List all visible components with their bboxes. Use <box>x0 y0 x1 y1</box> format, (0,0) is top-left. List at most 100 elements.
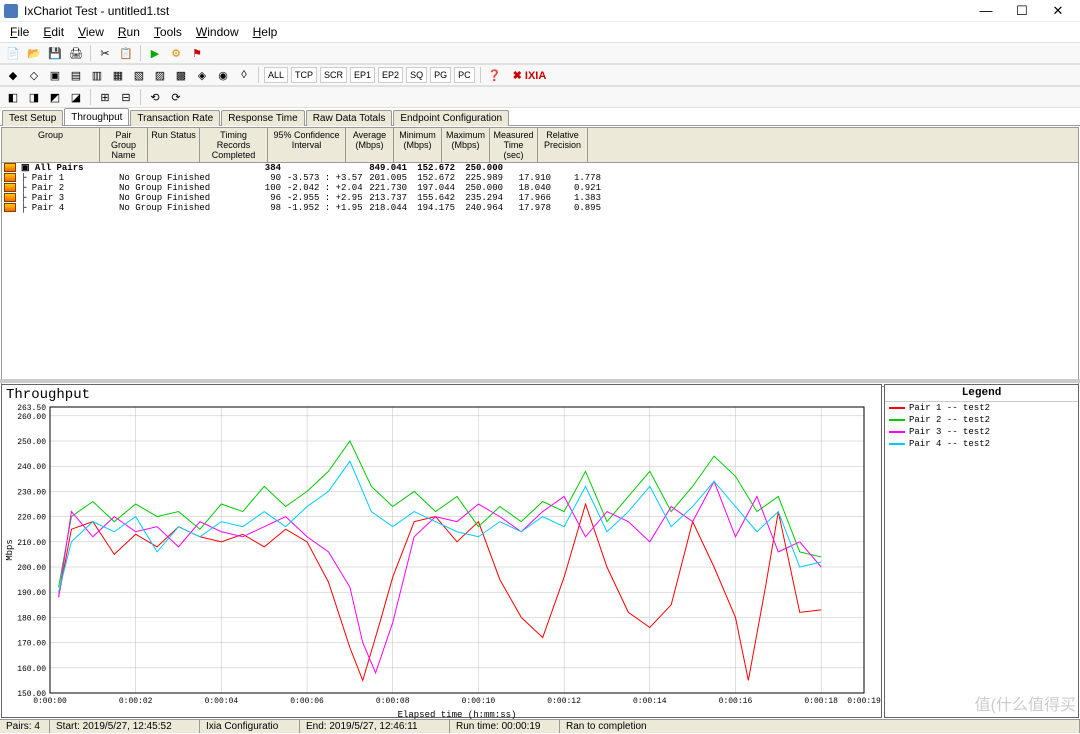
menu-window[interactable]: Window <box>190 23 245 41</box>
svg-text:250.00: 250.00 <box>17 438 46 447</box>
filter-tcp[interactable]: TCP <box>291 67 317 83</box>
cell: ├ Pair 4 <box>18 203 116 213</box>
menu-view[interactable]: View <box>72 23 110 41</box>
help-icon[interactable]: ❓ <box>486 66 504 84</box>
table-row[interactable]: ├ Pair 3No GroupFinished96-2.955 : +2.95… <box>2 193 1078 203</box>
menu-edit[interactable]: Edit <box>37 23 70 41</box>
tb3-icon[interactable]: ◩ <box>46 88 64 106</box>
status-completion: Ran to completion <box>560 720 1080 733</box>
row-icon <box>4 173 16 182</box>
tb2-icon[interactable]: ▤ <box>67 66 85 84</box>
data-grid: GroupPair Group NameRun StatusTiming Rec… <box>1 127 1079 387</box>
filter-pg[interactable]: PG <box>430 67 451 83</box>
filter-ep1[interactable]: EP1 <box>350 67 375 83</box>
maximize-button[interactable]: ☐ <box>1004 1 1040 21</box>
cell: 100 <box>216 183 284 193</box>
filter-all[interactable]: ALL <box>264 67 288 83</box>
filter-scr[interactable]: SCR <box>320 67 347 83</box>
cell: No Group <box>116 173 164 183</box>
legend-item[interactable]: Pair 3 -- test2 <box>885 426 1078 438</box>
tb3-icon[interactable]: ⟲ <box>146 88 164 106</box>
col-header[interactable]: Maximum (Mbps) <box>442 128 490 162</box>
menu-run[interactable]: Run <box>112 23 146 41</box>
legend-item[interactable]: Pair 2 -- test2 <box>885 414 1078 426</box>
col-header[interactable]: Pair Group Name <box>100 128 148 162</box>
cell: 17.910 <box>506 173 554 183</box>
tb2-icon[interactable]: ▨ <box>151 66 169 84</box>
new-icon[interactable]: 📄 <box>4 44 22 62</box>
legend-item[interactable]: Pair 4 -- test2 <box>885 438 1078 450</box>
legend-item[interactable]: Pair 1 -- test2 <box>885 402 1078 414</box>
table-row[interactable]: ├ Pair 1No GroupFinished90-3.573 : +3.57… <box>2 173 1078 183</box>
tb3-icon[interactable]: ◪ <box>67 88 85 106</box>
window-title: IxChariot Test - untitled1.tst <box>24 4 968 18</box>
tab-endpoint-configuration[interactable]: Endpoint Configuration <box>393 110 509 126</box>
tb3-icon[interactable]: ◧ <box>4 88 22 106</box>
toolbar-3: ◧ ◨ ◩ ◪ ⊞ ⊟ ⟲ ⟳ <box>0 86 1080 108</box>
options-icon[interactable]: ⚙ <box>167 44 185 62</box>
col-header[interactable]: Timing Records Completed <box>200 128 268 162</box>
col-header[interactable]: Minimum (Mbps) <box>394 128 442 162</box>
svg-text:0:00:06: 0:00:06 <box>290 697 324 706</box>
legend-label: Pair 2 -- test2 <box>909 415 990 425</box>
print-icon[interactable]: 🖨 <box>67 44 85 62</box>
svg-text:160.00: 160.00 <box>17 665 46 674</box>
data-body[interactable]: ▣ All Pairs384849.041152.672250.000 ├ Pa… <box>2 163 1078 213</box>
tb2-icon[interactable]: ◉ <box>214 66 232 84</box>
tb3-icon[interactable]: ⊞ <box>96 88 114 106</box>
cell: 155.642 <box>410 193 458 203</box>
table-row[interactable]: ├ Pair 4No GroupFinished98-1.952 : +1.95… <box>2 203 1078 213</box>
tb2-icon[interactable]: ◈ <box>193 66 211 84</box>
filter-ep2[interactable]: EP2 <box>378 67 403 83</box>
filter-sq[interactable]: SQ <box>406 67 427 83</box>
tab-response-time[interactable]: Response Time <box>221 110 304 126</box>
tb2-icon[interactable]: ▥ <box>88 66 106 84</box>
filter-pc[interactable]: PC <box>454 67 475 83</box>
col-header[interactable]: Average (Mbps) <box>346 128 394 162</box>
minimize-button[interactable]: — <box>968 1 1004 21</box>
table-row[interactable]: ├ Pair 2No GroupFinished100-2.042 : +2.0… <box>2 183 1078 193</box>
tb2-icon[interactable]: ◇ <box>25 66 43 84</box>
tab-raw-data-totals[interactable]: Raw Data Totals <box>306 110 393 126</box>
tb2-icon[interactable]: ▦ <box>109 66 127 84</box>
statusbar: Pairs: 4 Start: 2019/5/27, 12:45:52 Ixia… <box>0 719 1080 733</box>
open-icon[interactable]: 📂 <box>25 44 43 62</box>
svg-text:210.00: 210.00 <box>17 539 46 548</box>
tb2-icon[interactable]: ▧ <box>130 66 148 84</box>
save-icon[interactable]: 💾 <box>46 44 64 62</box>
data-header: GroupPair Group NameRun StatusTiming Rec… <box>2 128 1078 163</box>
svg-text:0:00:02: 0:00:02 <box>119 697 153 706</box>
col-header[interactable]: Group <box>2 128 100 162</box>
cell: -1.952 : +1.952 <box>284 203 362 213</box>
cell <box>164 163 216 173</box>
svg-text:0:00:18: 0:00:18 <box>804 697 838 706</box>
status-pairs: Pairs: 4 <box>0 720 50 733</box>
close-button[interactable]: ✕ <box>1040 1 1076 21</box>
table-row[interactable]: ▣ All Pairs384849.041152.672250.000 <box>2 163 1078 173</box>
cell: No Group <box>116 193 164 203</box>
tb2-icon[interactable]: ▩ <box>172 66 190 84</box>
tb3-icon[interactable]: ⊟ <box>117 88 135 106</box>
stop-icon[interactable]: ⚑ <box>188 44 206 62</box>
tab-throughput[interactable]: Throughput <box>64 108 129 125</box>
cell: 1.778 <box>554 173 604 183</box>
col-header[interactable]: 95% Confidence Interval <box>268 128 346 162</box>
menu-help[interactable]: Help <box>247 23 284 41</box>
tab-transaction-rate[interactable]: Transaction Rate <box>130 110 220 126</box>
cut-icon[interactable]: ✂ <box>96 44 114 62</box>
tb2-icon[interactable]: ◊ <box>235 66 253 84</box>
copy-icon[interactable]: 📋 <box>117 44 135 62</box>
cell <box>554 163 604 173</box>
tb3-icon[interactable]: ⟳ <box>167 88 185 106</box>
legend-title: Legend <box>885 385 1078 402</box>
col-header[interactable]: Relative Precision <box>538 128 588 162</box>
col-header[interactable]: Run Status <box>148 128 200 162</box>
tb2-icon[interactable]: ◆ <box>4 66 22 84</box>
tab-test-setup[interactable]: Test Setup <box>2 110 63 126</box>
tb3-icon[interactable]: ◨ <box>25 88 43 106</box>
menu-tools[interactable]: Tools <box>148 23 188 41</box>
menu-file[interactable]: File <box>4 23 35 41</box>
run-icon[interactable]: ▶ <box>146 44 164 62</box>
col-header[interactable]: Measured Time (sec) <box>490 128 538 162</box>
tb2-icon[interactable]: ▣ <box>46 66 64 84</box>
